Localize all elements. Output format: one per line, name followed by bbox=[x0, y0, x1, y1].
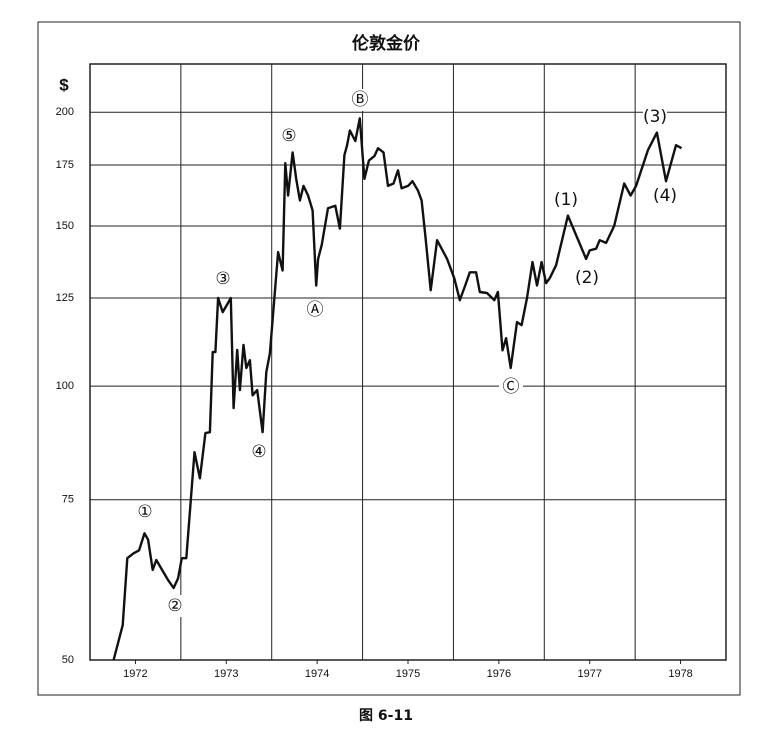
y-tick-label: 150 bbox=[56, 220, 74, 232]
wave-label: Ⓒ bbox=[503, 377, 520, 397]
wave-label: (1) bbox=[554, 190, 578, 210]
y-tick-label: 50 bbox=[62, 654, 74, 666]
x-tick-label: 1973 bbox=[214, 668, 238, 680]
annotation-background bbox=[163, 595, 187, 617]
y-tick-label: 100 bbox=[56, 380, 74, 392]
annotation-background bbox=[554, 189, 578, 211]
wave-label: ② bbox=[167, 596, 182, 616]
wave-label: (4) bbox=[653, 186, 677, 206]
caption: 图 6-11 bbox=[359, 708, 413, 724]
wave-label: (2) bbox=[575, 268, 599, 288]
outer-frame bbox=[37, 21, 741, 696]
y-tick-label: 175 bbox=[56, 159, 74, 171]
annotation-background bbox=[575, 267, 599, 289]
annotation-background bbox=[303, 299, 327, 321]
x-tick-label: 1977 bbox=[577, 668, 601, 680]
price-line bbox=[112, 117, 683, 661]
annotation-background bbox=[643, 106, 667, 128]
wave-label: ⑤ bbox=[281, 126, 296, 146]
annotation-background bbox=[348, 89, 372, 111]
annotation-background bbox=[499, 376, 523, 398]
wave-label: Ⓐ bbox=[307, 300, 324, 320]
annotation-background bbox=[211, 268, 235, 290]
plot-frame bbox=[89, 63, 727, 661]
y-tick-label: 200 bbox=[56, 106, 74, 118]
y-tick-label: 125 bbox=[56, 292, 74, 304]
wave-label: (3) bbox=[643, 107, 667, 127]
annotation-background bbox=[277, 125, 301, 147]
x-tick-label: 1972 bbox=[123, 668, 147, 680]
y-axis-label: $ bbox=[59, 75, 69, 94]
annotation-background bbox=[653, 185, 677, 207]
x-tick-label: 1974 bbox=[305, 668, 329, 680]
y-tick-label: 75 bbox=[62, 494, 74, 506]
x-tick-label: 1975 bbox=[396, 668, 420, 680]
wave-label: Ⓑ bbox=[352, 90, 369, 110]
wave-label: ④ bbox=[251, 442, 266, 462]
annotation-background bbox=[133, 501, 157, 523]
chart-title: 伦敦金价 bbox=[352, 33, 421, 54]
annotation-background bbox=[247, 441, 271, 463]
wave-label: ① bbox=[137, 502, 152, 522]
x-tick-label: 1976 bbox=[487, 668, 511, 680]
x-tick-label: 1978 bbox=[668, 668, 692, 680]
wave-label: ③ bbox=[215, 269, 230, 289]
